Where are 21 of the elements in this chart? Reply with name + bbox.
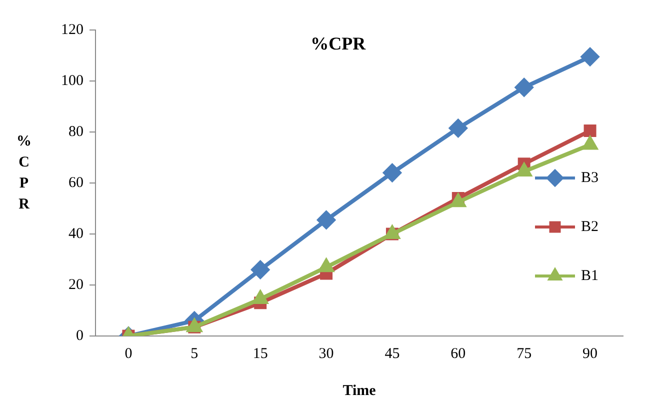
y-tick-label: 60	[68, 174, 84, 191]
chart-title: %CPR	[310, 34, 367, 54]
x-tick-label: 5	[190, 346, 198, 362]
x-tick-label: 45	[384, 346, 400, 362]
y-tick-label: 120	[61, 22, 84, 38]
x-tick-label: 75	[516, 346, 532, 362]
x-tick-label: 15	[252, 346, 268, 362]
y-tick-label: 40	[68, 226, 84, 242]
x-tick-label: 0	[124, 346, 132, 362]
legend-label: B1	[581, 268, 599, 284]
y-tick-label: 20	[68, 276, 84, 293]
y-tick-label: 0	[76, 328, 84, 344]
y-tick-label: 100	[61, 72, 84, 89]
x-tick-label: 60	[450, 346, 466, 362]
x-tick-label: 90	[582, 346, 598, 362]
legend-label: B3	[581, 170, 599, 186]
y-tick-label: 80	[68, 124, 84, 140]
x-axis-title: Time	[342, 382, 376, 399]
x-tick-label: 30	[318, 346, 334, 362]
legend-label: B2	[581, 218, 599, 235]
y-axis-title: %CPR	[16, 133, 32, 212]
